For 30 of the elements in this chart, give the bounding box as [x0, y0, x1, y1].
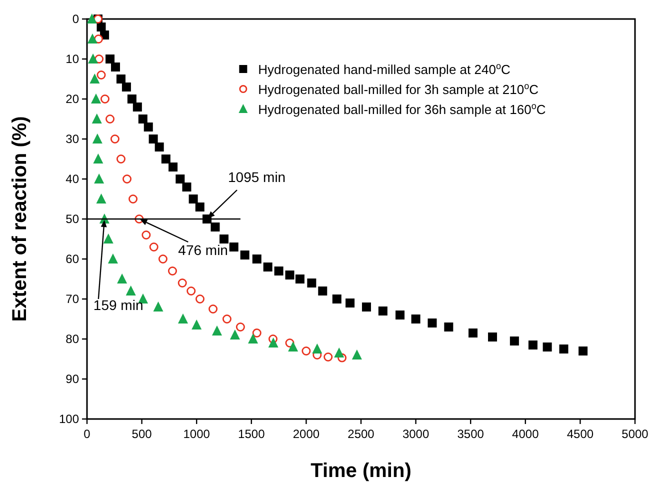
y-tick-label: 10 — [66, 52, 80, 66]
annotation: 1095 min — [228, 169, 286, 185]
annotation: 476 min — [178, 242, 228, 258]
y-tick-label: 90 — [66, 372, 80, 386]
y-tick-label: 80 — [66, 332, 80, 346]
x-tick-label: 2500 — [348, 427, 375, 441]
y-tick-label: 100 — [58, 412, 80, 426]
y-tick-label: 50 — [66, 212, 80, 226]
x-tick-label: 3000 — [402, 427, 430, 441]
x-tick-label: 4500 — [566, 427, 594, 441]
y-axis-title: Extent of reaction (%) — [9, 116, 31, 322]
x-tick-label: 4000 — [512, 427, 540, 441]
x-axis-title: Time (min) — [310, 460, 412, 482]
y-tick-label: 60 — [66, 252, 80, 266]
y-tick-label: 0 — [72, 12, 80, 26]
y-tick-label: 30 — [66, 132, 80, 146]
x-tick-label: 500 — [132, 427, 152, 441]
annotation: 159 min — [93, 297, 144, 313]
y-tick-label: 70 — [66, 292, 80, 306]
x-tick-label: 0 — [84, 427, 91, 441]
x-tick-label: 1500 — [238, 427, 266, 441]
legend-label: Hydrogenated ball-milled for 3h sample at 210$^{o}$C — [258, 81, 539, 97]
y-tick-label: 40 — [66, 172, 80, 186]
y-tick-label: 20 — [66, 92, 80, 106]
x-tick-label: 1000 — [183, 427, 210, 441]
legend-label: Hydrogenated ball-milled for 36h sample at 160$^{o}$C — [258, 101, 546, 117]
x-tick-label: 5000 — [622, 427, 649, 441]
x-tick-label: 3500 — [457, 427, 484, 441]
x-tick-label: 2000 — [292, 427, 320, 441]
legend-label: Hydrogenated hand-milled sample at 240$^{o}$C — [258, 61, 510, 77]
